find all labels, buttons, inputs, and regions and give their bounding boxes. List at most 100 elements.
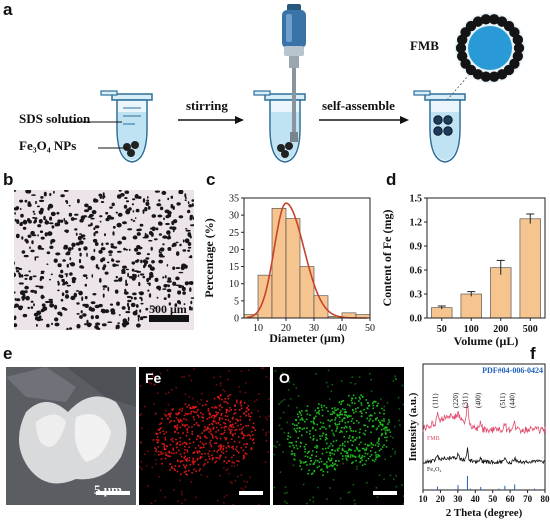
eds-pixel	[178, 411, 180, 414]
x-tick-label: 10	[253, 323, 263, 334]
eds-pixel	[158, 454, 160, 456]
particle	[88, 306, 93, 311]
eds-pixel	[325, 381, 328, 384]
eds-pixel	[224, 390, 226, 393]
eds-pixel	[332, 432, 335, 435]
eds-pixel	[231, 446, 233, 449]
particle	[27, 306, 30, 310]
panel-b-scalebar-label: 500 μm	[149, 302, 187, 316]
eds-pixel	[181, 407, 184, 410]
eds-pixel	[289, 398, 292, 400]
eds-pixel	[354, 383, 357, 385]
particle	[150, 227, 152, 230]
eds-pixel	[164, 457, 167, 460]
eds-pixel	[217, 411, 219, 414]
particle	[115, 260, 121, 263]
particle	[132, 235, 138, 240]
eds-pixel	[239, 390, 241, 393]
eds-pixel	[217, 445, 220, 448]
eds-pixel	[336, 423, 339, 426]
eds-pixel	[236, 450, 239, 452]
particle	[65, 290, 69, 294]
eds-pixel	[186, 424, 188, 426]
eds-pixel	[200, 446, 203, 449]
eds-pixel	[299, 465, 301, 467]
particle	[147, 196, 149, 199]
particle	[158, 199, 161, 202]
eds-pixel	[340, 430, 342, 432]
particle	[116, 194, 122, 199]
particle	[99, 220, 102, 223]
particle	[91, 210, 97, 215]
x-tick-label: 100	[464, 324, 479, 335]
eds-pixel	[306, 464, 308, 466]
eds-pixel	[384, 432, 387, 434]
eds-pixel	[194, 406, 196, 408]
eds-pixel	[350, 454, 352, 456]
particle	[71, 279, 76, 284]
eds-pixel	[264, 461, 267, 463]
fmb-label: FMB	[410, 38, 439, 53]
eds-pixel	[348, 394, 350, 397]
eds-pixel	[180, 420, 183, 422]
eds-pixel	[293, 428, 296, 430]
particle	[155, 227, 159, 231]
eds-pixel	[321, 426, 323, 428]
eds-pixel	[244, 434, 246, 437]
eds-pixel	[224, 425, 226, 428]
eds-pixel	[219, 404, 222, 406]
eds-pixel	[258, 503, 260, 505]
eds-pixel	[303, 427, 305, 430]
eds-pixel	[292, 444, 294, 447]
eds-pixel	[315, 444, 318, 447]
eds-pixel	[356, 468, 358, 470]
particle	[95, 264, 99, 269]
eds-pixel	[352, 440, 355, 443]
nanoparticle	[488, 71, 500, 82]
particle	[54, 317, 59, 322]
eds-pixel	[360, 456, 363, 459]
particle	[159, 206, 164, 211]
particle	[22, 226, 27, 230]
eds-pixel	[164, 413, 166, 416]
particle	[90, 315, 94, 320]
particle	[14, 207, 19, 211]
particle	[176, 202, 181, 206]
particle	[27, 218, 31, 222]
eds-pixel	[293, 383, 295, 386]
eds-pixel	[351, 376, 354, 378]
eds-pixel	[219, 417, 221, 419]
eds-pixel	[342, 455, 344, 457]
eds-pixel	[158, 475, 161, 478]
eds-pixel	[156, 436, 159, 438]
stirring-label: stirring	[186, 98, 228, 113]
eds-pixel	[210, 439, 212, 442]
fmb-sphere	[455, 13, 525, 83]
particle	[107, 321, 113, 323]
particle	[188, 204, 193, 208]
eds-pixel	[156, 392, 159, 394]
eds-pixel	[304, 420, 306, 423]
eds-pixel	[319, 438, 322, 440]
panel-label-f: f	[530, 344, 536, 363]
particle	[142, 275, 146, 279]
x-tick-label: 50	[365, 323, 375, 334]
particle	[27, 234, 32, 238]
eds-pixel	[385, 446, 388, 448]
particle	[38, 219, 43, 224]
eds-pixel	[206, 400, 208, 403]
panel-label-a: a	[3, 0, 13, 19]
eds-pixel	[238, 451, 240, 454]
eds-pixel	[354, 439, 356, 441]
eds-pixel	[205, 403, 207, 406]
eds-pixel	[315, 415, 317, 418]
eds-pixel	[349, 448, 352, 451]
eds-pixel	[361, 459, 363, 461]
particle	[82, 303, 87, 307]
eds-pixel	[210, 430, 212, 432]
eds-pixel	[342, 442, 344, 445]
particle	[90, 222, 93, 227]
eds-pixel	[185, 434, 188, 437]
eds-pixel	[236, 464, 239, 466]
eds-pixel	[178, 465, 180, 468]
